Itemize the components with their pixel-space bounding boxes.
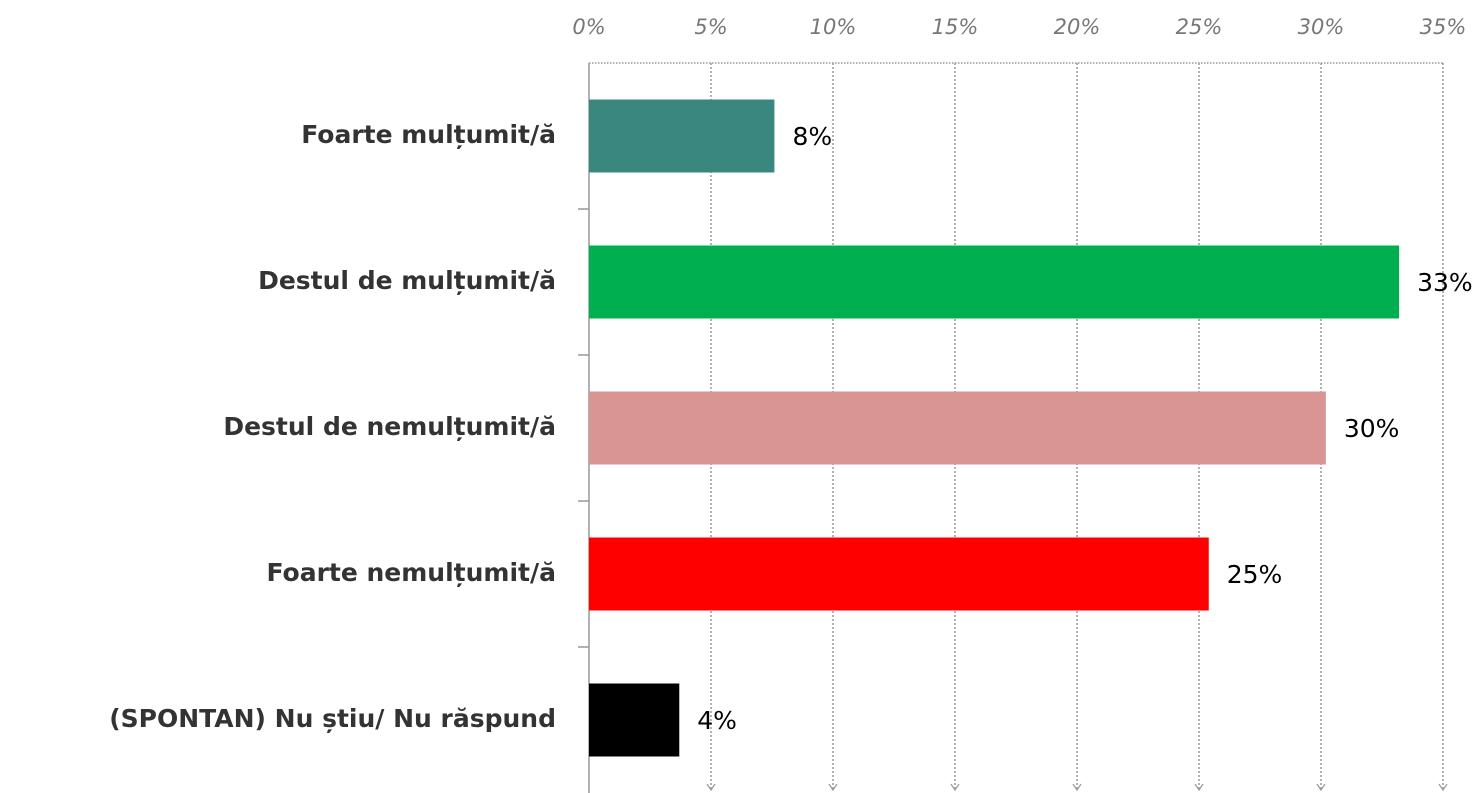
x-tick-label: 5% <box>694 15 727 39</box>
x-tick-label: 20% <box>1054 15 1101 39</box>
grid-arrow <box>950 783 960 792</box>
y-tick-label: Foarte nemulțumit/ă <box>266 558 556 587</box>
x-tick-label: 35% <box>1420 15 1467 39</box>
bar <box>589 683 680 757</box>
value-label: 8% <box>792 122 832 151</box>
value-label: 4% <box>697 706 737 735</box>
bar <box>589 391 1326 465</box>
x-tick-label: 15% <box>932 15 979 39</box>
grid-arrow <box>1316 783 1326 792</box>
x-tick-label: 0% <box>572 15 605 39</box>
grid-arrow <box>1194 783 1204 792</box>
x-tick-label: 25% <box>1176 15 1223 39</box>
grid-arrow <box>706 783 716 792</box>
grid-arrow <box>1438 783 1448 792</box>
y-tick-label: Destul de nemulțumit/ă <box>223 412 556 441</box>
x-tick-label: 30% <box>1298 15 1345 39</box>
value-label: 33% <box>1417 268 1473 297</box>
value-label: 25% <box>1227 560 1283 589</box>
value-label: 30% <box>1344 414 1400 443</box>
y-tick-label: Foarte mulțumit/ă <box>301 120 556 149</box>
bar <box>589 245 1400 319</box>
grid-arrow <box>1072 783 1082 792</box>
bar <box>589 537 1209 611</box>
y-tick-label: Destul de mulțumit/ă <box>258 266 556 295</box>
x-tick-label: 10% <box>810 15 857 39</box>
grid-arrow <box>828 783 838 792</box>
y-tick-label: (SPONTAN) Nu știu/ Nu răspund <box>109 704 556 733</box>
bar <box>589 99 775 173</box>
